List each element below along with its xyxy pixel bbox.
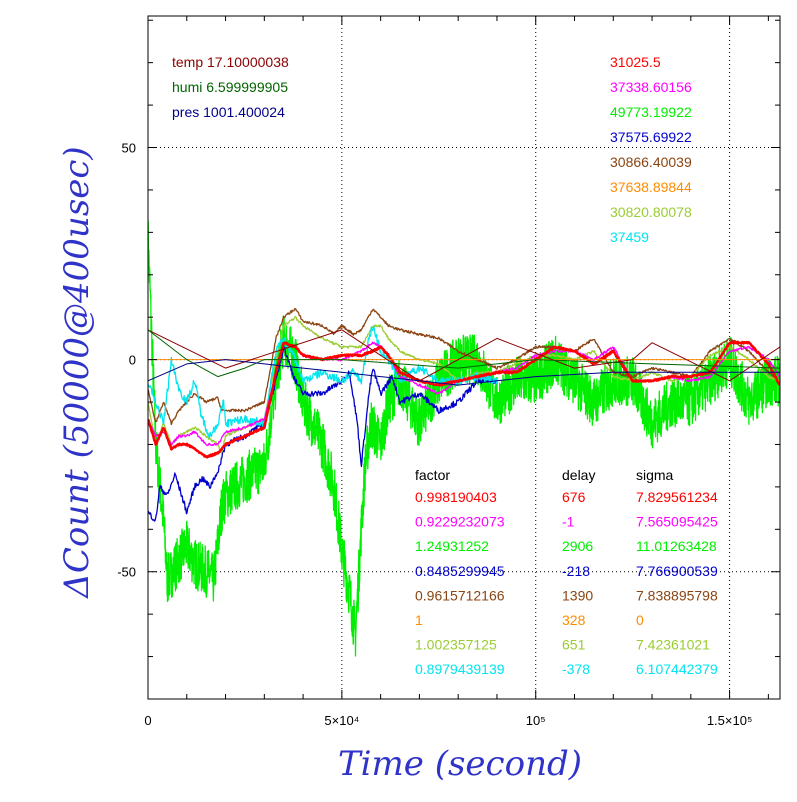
env-label-pres: pres 1001.400024 [172,104,285,120]
stats-header-delay: delay [562,467,595,483]
channel-id: 37459 [610,229,649,245]
stats-delay: 2906 [562,538,593,554]
series-line-1 [148,346,498,522]
stats-sigma: 0 [636,612,644,628]
channel-id: 37575.69922 [610,129,692,145]
env-label-temp: temp 17.10000038 [172,54,289,70]
channel-id: 30866.40039 [610,154,692,170]
stats-delay: -378 [562,661,590,677]
y-tick-label: -50 [117,565,136,580]
channel-id: 49773.19922 [610,104,692,120]
stats-sigma: 11.01263428 [636,538,717,554]
series-line-2 [148,308,780,426]
stats-factor: 0.8485299945 [415,563,505,579]
stats-sigma: 7.565095425 [636,514,718,530]
stats-factor: 0.8979439139 [415,661,505,677]
stats-delay: 1390 [562,587,593,603]
x-axis-title: Time (second) [338,744,582,784]
stats-header-factor: factor [415,467,450,483]
stats-sigma: 6.107442379 [636,661,718,677]
stats-delay: 328 [562,612,586,628]
stats-delay: 676 [562,489,586,505]
channel-id: 30820.80078 [610,204,692,220]
plot-frame [147,15,781,700]
annotations: temp 17.10000038 humi 6.599999905 pres 100… [172,54,718,677]
stats-delay: -1 [562,514,575,530]
y-tick-label: 0 [129,353,136,368]
series-layer [148,220,780,657]
channel-id: 31025.5 [610,54,661,70]
env-label-humi: humi 6.599999905 [172,79,288,95]
stats-factor: 0.9229232073 [415,514,505,530]
stats-delay: 651 [562,637,586,653]
channel-id: 37638.89844 [610,179,692,195]
stats-sigma: 7.829561234 [636,489,718,505]
stats-sigma: 7.766900539 [636,563,718,579]
y-axis-title: ΔCount (50000@400usec) [57,146,97,599]
series-line-8 [148,329,780,382]
x-tick-label: 0 [144,713,151,728]
y-tick-label: 50 [122,141,136,156]
x-tick-label: 5×10⁴ [324,713,359,728]
series-line-10 [148,359,780,386]
series-line-6 [148,340,780,459]
stats-sigma: 7.838895798 [636,587,718,603]
channel-id: 37338.60156 [610,79,692,95]
series-line-9 [148,329,780,378]
x-tick-label: 1.5×10⁵ [707,713,753,728]
stats-delay: -218 [562,563,590,579]
stats-factor: 0.9615712166 [415,587,505,603]
stats-factor: 1.002357125 [415,637,497,653]
stats-header-sigma: sigma [636,467,674,483]
x-tick-label: 10⁵ [526,713,546,728]
stats-factor: 1 [415,612,423,628]
stats-sigma: 7.42361021 [636,637,710,653]
stats-factor: 1.24931252 [415,538,489,554]
axis-ticks: 0 5×10⁴ 10⁵ 1.5×10⁵ -50 0 50 [117,16,780,728]
stats-factor: 0.998190403 [415,489,497,505]
